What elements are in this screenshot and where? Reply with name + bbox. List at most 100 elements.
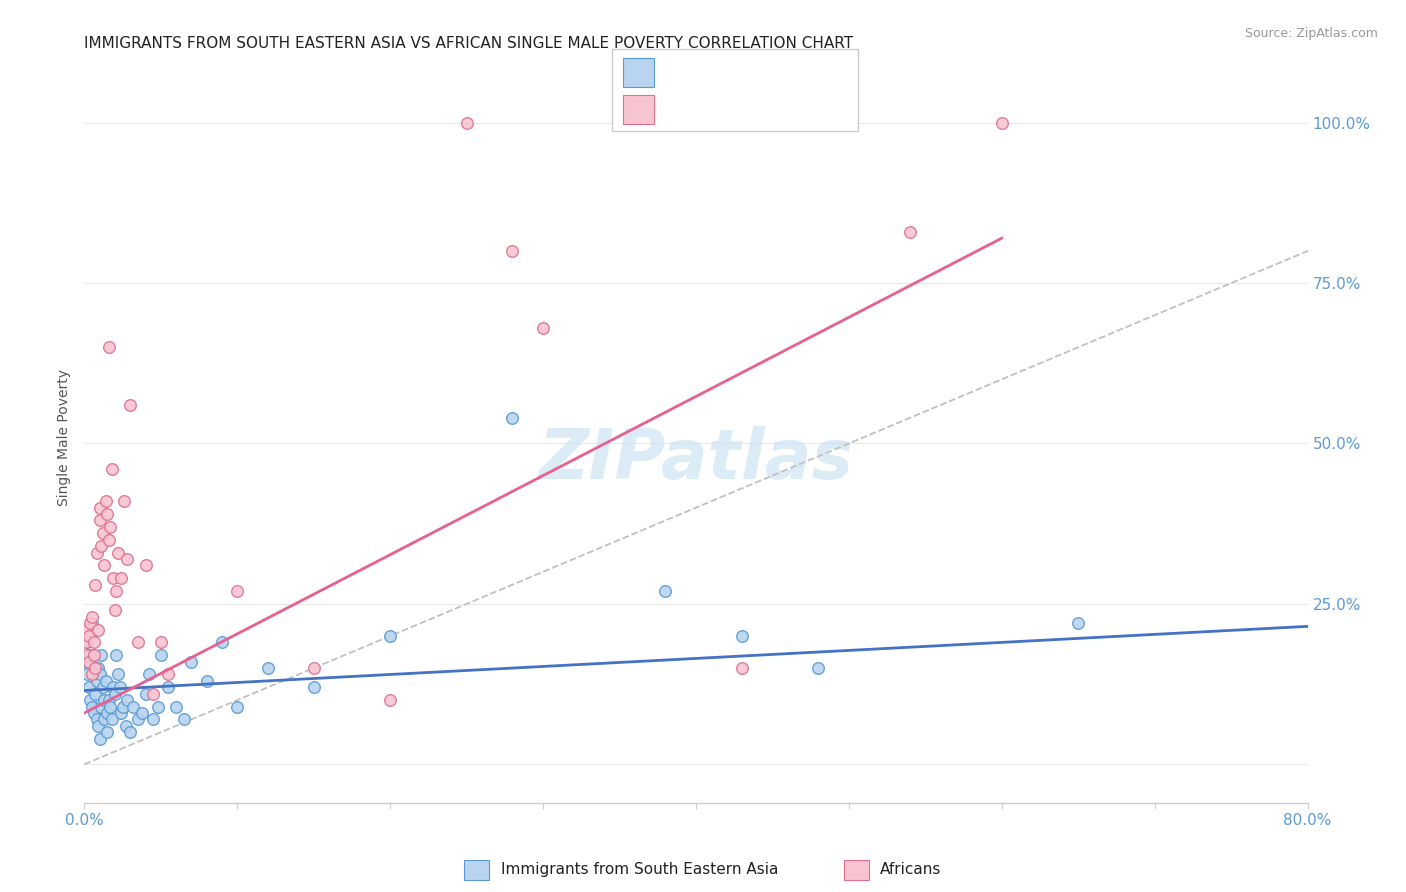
Point <box>654 584 676 599</box>
Point <box>380 629 402 643</box>
Text: N =: N = <box>754 101 801 119</box>
Point <box>146 699 169 714</box>
Point <box>91 681 114 695</box>
Point <box>87 623 110 637</box>
Point <box>103 681 125 695</box>
Point <box>111 699 134 714</box>
Point <box>80 616 103 631</box>
Text: Source: ZipAtlas.com: Source: ZipAtlas.com <box>1244 27 1378 40</box>
Point <box>157 667 180 681</box>
Point <box>97 693 120 707</box>
Point <box>89 514 111 528</box>
Point <box>79 629 101 643</box>
Point <box>97 533 120 547</box>
Point <box>135 687 157 701</box>
Point <box>79 693 101 707</box>
Point <box>105 584 128 599</box>
Point <box>302 661 325 675</box>
Point <box>87 719 110 733</box>
Point <box>127 712 149 726</box>
Point <box>83 648 105 663</box>
Point <box>104 603 127 617</box>
Text: R =: R = <box>665 101 702 119</box>
Point <box>87 661 110 675</box>
Point <box>89 731 111 746</box>
Point <box>89 500 111 515</box>
Point <box>80 667 103 681</box>
Point <box>108 681 131 695</box>
Point <box>90 699 112 714</box>
Point <box>107 545 129 559</box>
Point <box>807 661 830 675</box>
Point <box>531 321 554 335</box>
Point <box>90 539 112 553</box>
Point <box>731 629 754 643</box>
Point <box>104 687 127 701</box>
Point <box>991 116 1014 130</box>
Point <box>80 699 103 714</box>
Point <box>110 571 132 585</box>
Point <box>76 635 98 649</box>
Text: 63: 63 <box>807 63 830 81</box>
Text: 48: 48 <box>807 101 830 119</box>
Point <box>142 712 165 726</box>
Point <box>105 648 128 663</box>
Point <box>103 571 125 585</box>
Point <box>142 687 165 701</box>
Point <box>84 661 107 675</box>
Point <box>84 661 107 675</box>
Point <box>97 340 120 354</box>
Point <box>77 681 100 695</box>
Point <box>101 712 124 726</box>
Point <box>127 635 149 649</box>
Point <box>96 706 118 720</box>
Point <box>83 635 105 649</box>
Point <box>112 494 135 508</box>
Point <box>84 577 107 591</box>
Point <box>157 681 180 695</box>
Point <box>226 699 249 714</box>
Point <box>149 648 172 663</box>
Point <box>257 661 280 675</box>
Point <box>120 398 142 412</box>
Point <box>302 681 325 695</box>
Point <box>83 648 105 663</box>
Point <box>86 673 108 688</box>
Text: 0.161: 0.161 <box>707 63 759 81</box>
Point <box>93 693 115 707</box>
Point <box>195 673 218 688</box>
Point <box>77 648 100 663</box>
Text: 0.457: 0.457 <box>707 101 759 119</box>
Point <box>83 706 105 720</box>
Point <box>77 629 100 643</box>
Point <box>76 623 98 637</box>
Point <box>226 584 249 599</box>
Point <box>93 558 115 573</box>
Point <box>122 699 145 714</box>
Point <box>110 706 132 720</box>
Text: Immigrants from South Eastern Asia: Immigrants from South Eastern Asia <box>501 863 778 877</box>
Point <box>131 706 153 720</box>
Point <box>502 244 524 258</box>
Point <box>138 667 160 681</box>
Point <box>1067 616 1090 631</box>
Point <box>173 712 195 726</box>
Point <box>89 667 111 681</box>
Point <box>211 635 233 649</box>
Point <box>96 507 118 521</box>
Point <box>76 667 98 681</box>
Point <box>101 462 124 476</box>
Point <box>107 667 129 681</box>
Point <box>76 648 98 663</box>
Text: IMMIGRANTS FROM SOUTH EASTERN ASIA VS AFRICAN SINGLE MALE POVERTY CORRELATION CH: IMMIGRANTS FROM SOUTH EASTERN ASIA VS AF… <box>84 36 853 51</box>
Point <box>80 609 103 624</box>
Point <box>120 725 142 739</box>
Point <box>77 655 100 669</box>
Point <box>135 558 157 573</box>
Text: ZIPatlas: ZIPatlas <box>538 425 853 492</box>
Text: R =: R = <box>665 63 702 81</box>
Point <box>456 116 478 130</box>
Point <box>94 673 117 688</box>
Point <box>75 655 97 669</box>
Point <box>114 719 136 733</box>
